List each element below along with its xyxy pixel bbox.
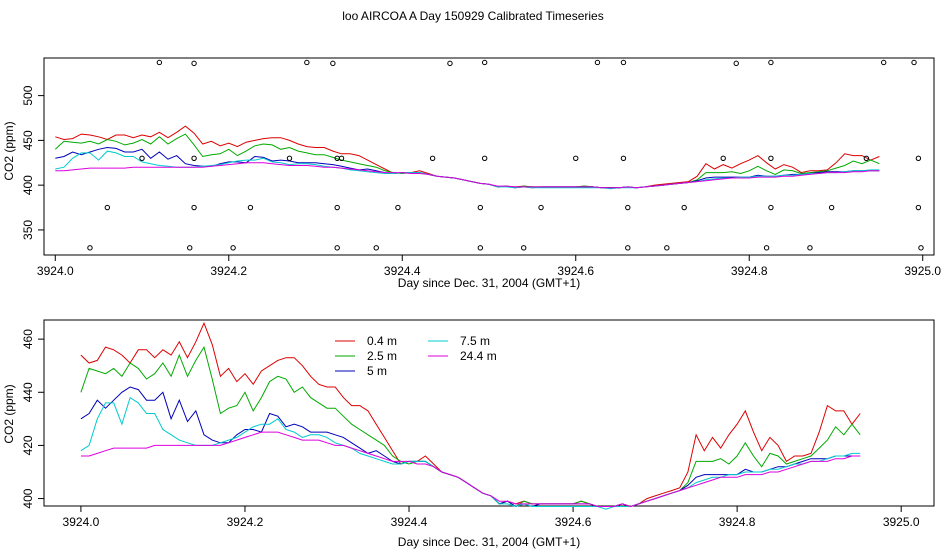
data-point-marker (828, 204, 835, 211)
data-point-marker (664, 245, 670, 251)
y-tick-label: 500 (21, 85, 35, 105)
data-point-marker (911, 59, 917, 66)
series-line-0-4-m (55, 125, 880, 189)
data-point-marker (247, 204, 254, 211)
data-point-marker (620, 59, 627, 66)
y-tick-label: 400 (21, 175, 35, 195)
data-point-marker (334, 204, 340, 211)
panel-profile: Day since Dec. 31, 2004 (GMT+1) CO2 (ppm… (2, 319, 935, 549)
data-point-marker (915, 204, 922, 211)
x-tick-label: 3924.2 (227, 515, 264, 529)
data-point-marker (481, 155, 488, 161)
data-point-marker (620, 155, 627, 161)
data-point-marker (880, 59, 887, 66)
data-point-marker (681, 204, 687, 211)
data-point-marker (594, 59, 601, 66)
y-tick-label: 450 (21, 130, 35, 150)
data-point-marker (768, 155, 774, 161)
panel-all-levels: Day since Dec. 31, 2004 (GMT+1) CO2 (ppm… (2, 57, 941, 290)
y-tick-label: 460 (21, 329, 35, 349)
data-point-marker (187, 245, 193, 251)
data-point-marker (768, 59, 774, 66)
x-axis-ticks: 3924.0 3924.2 3924.4 3924.6 3924.8 3925.0 (63, 506, 920, 529)
data-point-marker (625, 245, 631, 251)
marker-layer (87, 59, 924, 251)
legend: 0.4 m2.5 m5 m 7.5 m24.4 m (335, 334, 497, 378)
x-tick-label: 3924.4 (391, 515, 428, 529)
data-point-marker (520, 245, 527, 251)
series-line-24-4-m (55, 162, 880, 189)
plot-area-frame (43, 57, 935, 256)
data-point-marker (807, 245, 813, 251)
x-axis-label: Day since Dec. 31, 2004 (GMT+1) (398, 276, 580, 290)
y-tick-label: 440 (21, 382, 35, 402)
data-point-marker (286, 155, 293, 161)
y-axis-label: CO2 (ppm) (2, 384, 16, 443)
data-point-marker (191, 155, 197, 161)
data-point-marker (304, 59, 310, 66)
data-point-marker (918, 245, 924, 251)
data-point-marker (429, 155, 436, 161)
x-tick-label: 3924.0 (63, 515, 100, 529)
x-axis-ticks: 3924.0 3924.2 3924.4 3924.6 3924.8 3925.0 (37, 255, 941, 278)
y-tick-label: 400 (21, 488, 35, 508)
y-axis-ticks: 400 420 440 460 (21, 329, 44, 509)
data-point-marker (334, 245, 340, 251)
x-tick-label: 3924.6 (557, 264, 594, 278)
x-tick-label: 3924.4 (384, 264, 421, 278)
data-point-marker (330, 60, 336, 67)
series-line-2-5-m (80, 345, 861, 508)
legend-label: 5 m (367, 364, 387, 378)
x-tick-label: 3924.8 (719, 515, 756, 529)
data-point-marker (573, 155, 579, 161)
data-point-marker (373, 245, 379, 251)
data-point-marker (915, 155, 922, 161)
data-point-marker (156, 59, 163, 66)
data-point-marker (104, 204, 111, 211)
legend-label: 0.4 m (367, 334, 397, 348)
data-point-marker (768, 204, 774, 211)
legend-label: 24.4 m (460, 349, 497, 363)
x-tick-label: 3925.0 (904, 264, 941, 278)
x-tick-label: 3925.0 (883, 515, 920, 529)
chart-title: loo AIRCOA A Day 150929 Calibrated Times… (342, 9, 603, 23)
data-point-marker (338, 155, 345, 161)
data-point-marker (87, 245, 93, 251)
plot-area-frame (43, 319, 935, 507)
data-point-marker (395, 204, 401, 211)
data-point-marker (733, 60, 739, 67)
y-axis-ticks: 350 400 450 500 (21, 85, 44, 240)
data-point-marker (538, 204, 544, 211)
data-point-marker (477, 245, 484, 251)
series-line-24-4-m (80, 431, 861, 508)
x-axis-label: Day since Dec. 31, 2004 (GMT+1) (398, 535, 580, 549)
x-tick-label: 3924.0 (37, 264, 74, 278)
series-line-2-5-m (54, 133, 880, 189)
x-tick-label: 3924.2 (210, 264, 247, 278)
data-point-marker (720, 155, 726, 161)
data-point-marker (763, 245, 770, 251)
data-point-marker (625, 204, 631, 211)
x-tick-label: 3924.8 (731, 264, 768, 278)
data-point-marker (481, 59, 488, 66)
y-axis-label: CO2 (ppm) (2, 121, 16, 180)
data-point-marker (139, 155, 145, 161)
y-tick-label: 420 (21, 435, 35, 455)
data-point-marker (863, 155, 870, 161)
legend-label: 7.5 m (460, 334, 490, 348)
data-point-marker (447, 60, 453, 67)
y-tick-label: 350 (21, 220, 35, 240)
legend-label: 2.5 m (367, 349, 397, 363)
data-point-marker (477, 204, 484, 211)
data-point-marker (230, 245, 236, 251)
data-point-marker (191, 60, 197, 67)
x-tick-label: 3924.6 (555, 515, 592, 529)
data-point-marker (191, 204, 197, 211)
